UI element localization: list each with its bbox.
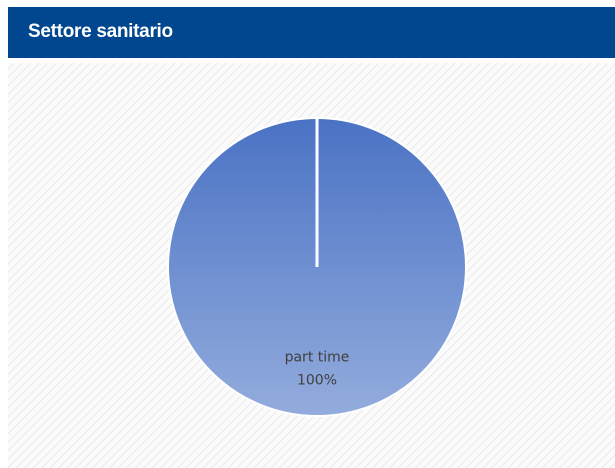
chart-title: Settore sanitario — [28, 21, 173, 42]
slice-value-label: 100% — [297, 372, 337, 388]
slice-label: part time — [285, 349, 350, 365]
pie: part time 100% — [167, 116, 467, 418]
header-bar — [8, 7, 615, 58]
